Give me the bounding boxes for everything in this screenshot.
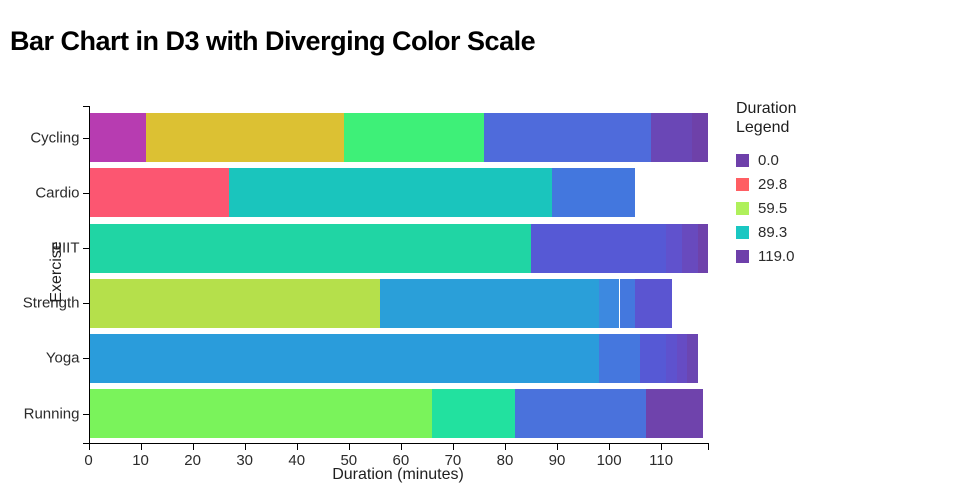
bar-segment-hiit bbox=[697, 223, 708, 273]
y-tick-label: Yoga bbox=[45, 349, 80, 367]
bar-segment-running bbox=[88, 389, 433, 439]
x-tick-mark bbox=[452, 443, 454, 450]
x-tick-label: 50 bbox=[340, 452, 358, 469]
x-tick-label: 90 bbox=[548, 452, 566, 469]
x-tick-mark bbox=[609, 443, 611, 450]
x-tick-mark bbox=[296, 443, 298, 450]
x-tick-mark bbox=[192, 443, 194, 450]
x-tick-label: 100 bbox=[596, 452, 622, 469]
legend-label: 59.5 bbox=[758, 199, 788, 217]
y-tick-label: Strength bbox=[22, 294, 80, 312]
x-tick-label: 70 bbox=[444, 452, 462, 469]
legend-label: 89.3 bbox=[758, 223, 788, 241]
bar-segment-yoga bbox=[598, 333, 641, 383]
chart-title: Bar Chart in D3 with Diverging Color Sca… bbox=[10, 26, 536, 56]
legend-title: Duration Legend bbox=[736, 100, 797, 136]
legend-item: 119.0 bbox=[736, 247, 856, 265]
x-tick-label: 20 bbox=[184, 452, 201, 469]
bar-segment-yoga bbox=[640, 333, 667, 383]
bar-segment-strength bbox=[635, 278, 672, 328]
legend-swatch-icon bbox=[736, 177, 749, 191]
x-tick-label: 110 bbox=[649, 452, 674, 469]
bar-segment-strength bbox=[619, 278, 636, 328]
bar-segment-cycling bbox=[88, 113, 146, 163]
bar-segment-cardio bbox=[88, 168, 230, 218]
bar-segment-running bbox=[432, 389, 516, 439]
legend: Duration Legend 0.0 29.8 59.5 89.3 119.0 bbox=[736, 99, 856, 273]
legend-item: 89.3 bbox=[736, 223, 856, 241]
x-tick-mark bbox=[400, 443, 402, 450]
x-tick-label: 0 bbox=[84, 452, 93, 469]
x-tick-label: 10 bbox=[132, 452, 149, 469]
bar-segment-yoga bbox=[676, 333, 688, 383]
x-axis-line bbox=[88, 443, 708, 444]
bar-segment-yoga bbox=[666, 333, 677, 383]
y-tick-mark bbox=[82, 248, 89, 250]
y-tick-mark bbox=[82, 358, 89, 360]
legend-label: 29.8 bbox=[758, 175, 788, 193]
y-tick-mark bbox=[82, 192, 89, 194]
x-tick-mark bbox=[244, 443, 246, 450]
y-tick-mark bbox=[82, 413, 89, 415]
y-axis-endcap-bottom bbox=[82, 443, 90, 444]
legend-label: 0.0 bbox=[758, 151, 779, 169]
y-tick-label: HIIT bbox=[51, 239, 80, 257]
x-tick-mark bbox=[557, 443, 559, 450]
bar-segment-cycling bbox=[692, 113, 708, 163]
y-axis-line bbox=[88, 105, 90, 443]
legend-swatch-icon bbox=[736, 249, 749, 263]
bar-segment-yoga bbox=[88, 333, 599, 383]
legend-item: 29.8 bbox=[736, 175, 856, 193]
y-tick-mark bbox=[82, 137, 89, 139]
x-axis-endcap bbox=[708, 443, 709, 450]
y-axis-title: Exercise bbox=[48, 241, 65, 303]
legend-label: 119.0 bbox=[758, 247, 795, 265]
x-tick-label: 40 bbox=[288, 452, 306, 469]
x-axis-title: Duration (minutes) bbox=[332, 466, 464, 483]
legend-item: 0.0 bbox=[736, 151, 856, 169]
bar-segment-strength bbox=[88, 278, 381, 328]
bar-segment-strength bbox=[380, 278, 599, 328]
bar-segment-yoga bbox=[687, 333, 698, 383]
legend-swatch-icon bbox=[736, 225, 749, 239]
bar-segment-cycling bbox=[343, 113, 485, 163]
y-axis-endcap-top bbox=[82, 105, 90, 107]
x-tick-label: 80 bbox=[496, 452, 514, 469]
x-tick-mark bbox=[140, 443, 142, 450]
bar-segment-hiit bbox=[88, 223, 531, 273]
legend-swatch-icon bbox=[736, 201, 749, 215]
bar-segment-cycling bbox=[145, 113, 344, 163]
x-tick-label: 60 bbox=[392, 452, 410, 469]
bar-segment-hiit bbox=[531, 223, 667, 273]
legend-item: 59.5 bbox=[736, 199, 856, 217]
x-tick-mark bbox=[348, 443, 350, 450]
bar-segment-hiit bbox=[666, 223, 682, 273]
bar-segment-hiit bbox=[681, 223, 698, 273]
bar-segment-cycling bbox=[484, 113, 651, 163]
x-tick-mark bbox=[88, 443, 90, 450]
x-tick-mark bbox=[504, 443, 506, 450]
bar-segment-cardio bbox=[551, 168, 636, 218]
legend-items: 0.0 29.8 59.5 89.3 119.0 bbox=[736, 151, 856, 265]
y-tick-label: Cycling bbox=[30, 129, 80, 147]
y-tick-label: Cardio bbox=[35, 184, 80, 202]
bar-segment-running bbox=[515, 389, 646, 439]
legend-swatch-icon bbox=[736, 153, 749, 167]
bar-segment-running bbox=[645, 389, 703, 439]
x-tick-mark bbox=[661, 443, 663, 450]
y-tick-mark bbox=[82, 303, 89, 305]
x-tick-label: 30 bbox=[236, 452, 254, 469]
bar-segment-cycling bbox=[650, 113, 693, 163]
bar-segment-strength bbox=[598, 278, 620, 328]
bar-segment-cardio bbox=[229, 168, 552, 218]
y-tick-label: Running bbox=[23, 405, 80, 423]
